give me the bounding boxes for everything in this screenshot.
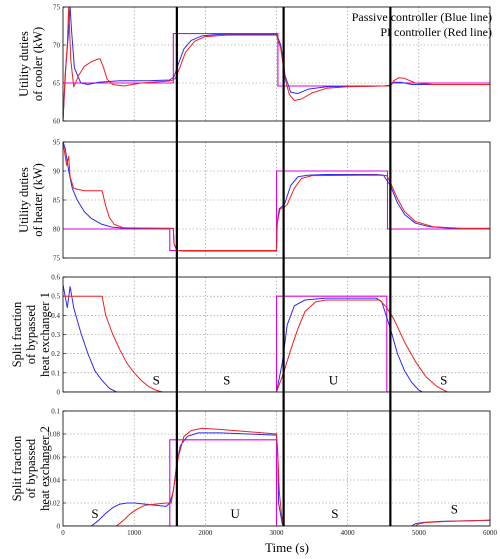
series-pi — [63, 142, 490, 251]
y-tick-label: 65 — [53, 80, 61, 88]
x-tick-label: 2000 — [198, 529, 213, 537]
y-axis-label-line: heat exchanger 2 — [38, 426, 52, 511]
y-axis-label-line: of heater (kW) — [31, 163, 45, 237]
y-tick-label: 70 — [53, 42, 61, 50]
y-tick-label: 0.6 — [51, 274, 60, 282]
legend-passive: Passive controller (Blue line) — [352, 10, 492, 24]
setpoint-line — [63, 295, 490, 392]
phase-label: S — [153, 372, 160, 387]
y-tick-label: 0.04 — [48, 477, 61, 485]
y-axis-label: Utility dutiesof heater (kW) — [17, 163, 45, 237]
panel-4: 0 0.02 0.04 0.06 0.08 0.1 0 1000 2000 3000 4000 500… — [10, 408, 498, 538]
phase-lines — [175, 7, 392, 526]
x-axis-label: Time (s) — [265, 540, 309, 555]
y-axis-label-line: Utility duties — [17, 167, 31, 233]
legend: Passive controller (Blue line) PI contro… — [352, 10, 492, 39]
phase-label: U — [231, 506, 241, 521]
plot-area — [63, 284, 490, 392]
series-pi — [63, 295, 490, 392]
phase-label: S — [331, 506, 338, 521]
y-axis-label: Utility dutiesof cooler (kW) — [17, 27, 45, 101]
y-tick-label: 95 — [53, 139, 61, 147]
y-tick-label: 0.1 — [51, 408, 60, 416]
y-tick-label: 0 — [57, 389, 61, 397]
setpoint-line — [63, 439, 490, 526]
y-tick-label: 75 — [53, 4, 61, 12]
phase-label: S — [223, 372, 230, 387]
y-tick-label: 0.08 — [48, 431, 61, 439]
phase-label: U — [329, 372, 339, 387]
y-tick-label: 0.3 — [51, 331, 60, 339]
x-tick-label: 6000 — [483, 529, 498, 537]
panel-2: 75 80 85 90 95 Utility dutiesof heater (kW) — [17, 139, 491, 263]
y-tick-label: 0.2 — [51, 350, 60, 358]
y-axis-label-line: Split fraction — [10, 301, 24, 367]
y-tick-label: 80 — [53, 226, 61, 234]
x-tick-label: 3000 — [270, 529, 285, 537]
y-tick-label: 85 — [53, 197, 61, 205]
y-tick-label: 75 — [53, 255, 61, 263]
plot-area — [63, 427, 490, 526]
y-axis-label-line: Split fraction — [10, 435, 24, 501]
x-tick-label: 4000 — [341, 529, 356, 537]
y-axis-label-line: of bypassed — [24, 304, 38, 364]
x-tick-label: 0 — [61, 529, 65, 537]
plot-area — [63, 142, 490, 252]
y-axis-label: Split fractionof bypassedheat exchanger … — [10, 426, 52, 511]
series-pi — [63, 427, 490, 526]
x-tick-label: 5000 — [412, 529, 427, 537]
y-tick-label: 0.06 — [48, 454, 61, 462]
y-axis-label-line: of cooler (kW) — [31, 27, 45, 101]
phase-label: S — [91, 506, 98, 521]
y-tick-label: 0.1 — [51, 369, 60, 377]
plot-frame — [62, 410, 491, 527]
phase-label: S — [451, 501, 458, 516]
series-pi — [63, 7, 490, 121]
plot-frame — [62, 141, 491, 259]
x-tick-label: 1000 — [127, 529, 142, 537]
y-tick-label: 0.4 — [51, 312, 60, 320]
legend-pi: PI controller (Red line) — [380, 25, 492, 39]
plot-frame — [62, 276, 491, 393]
y-tick-label: 0.02 — [48, 500, 61, 508]
y-axis-label-line: heat exchanger 1 — [38, 292, 52, 377]
plot-frame — [62, 6, 491, 122]
y-axis-label-line: Utility duties — [17, 31, 31, 97]
y-tick-label: 0.5 — [51, 293, 60, 301]
y-tick-label: 60 — [53, 118, 61, 126]
y-tick-label: 0 — [57, 523, 61, 531]
panel-3: 0 0.1 0.2 0.3 0.4 0.5 0.6 Split fractionof bypa… — [10, 274, 491, 397]
y-tick-label: 90 — [53, 168, 61, 176]
setpoint-line — [63, 170, 490, 252]
series-passive — [63, 284, 490, 392]
phase-label: S — [440, 372, 447, 387]
y-axis-label: Split fractionof bypassedheat exchanger … — [10, 292, 52, 377]
y-axis-label-line: of bypassed — [24, 438, 38, 498]
panel-1: 60 65 70 75 Utility dutiesof cooler (kW) — [17, 4, 491, 126]
